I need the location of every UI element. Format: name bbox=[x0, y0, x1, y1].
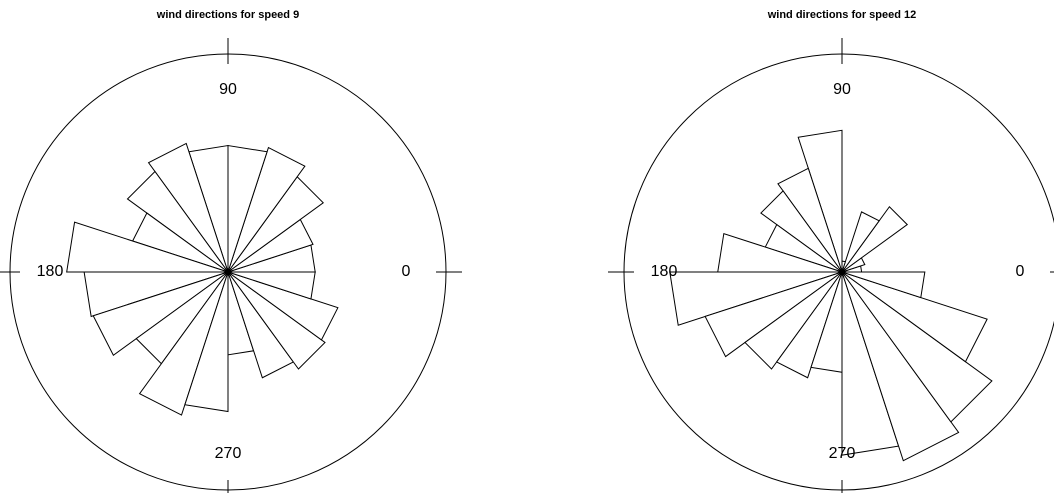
angle-tick-label: 90 bbox=[833, 81, 851, 98]
chart-title: wind directions for speed 9 bbox=[156, 9, 299, 21]
sector bbox=[841, 271, 926, 299]
angle-tick-label: 180 bbox=[651, 263, 678, 280]
sector bbox=[841, 205, 909, 273]
angle-tick-label: 270 bbox=[829, 445, 856, 462]
angle-tick-label: 90 bbox=[219, 81, 237, 98]
chart-title: wind directions for speed 12 bbox=[767, 9, 917, 21]
angle-tick-label: 0 bbox=[402, 263, 411, 280]
angle-tick-label: 180 bbox=[37, 263, 64, 280]
sector bbox=[227, 271, 316, 300]
sector bbox=[841, 211, 880, 273]
angle-tick-label: 0 bbox=[1016, 263, 1025, 280]
angle-tick-label: 270 bbox=[215, 445, 242, 462]
